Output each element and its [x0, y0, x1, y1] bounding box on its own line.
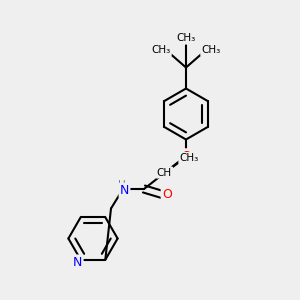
Text: H: H	[118, 179, 125, 190]
Text: O: O	[162, 188, 172, 201]
Text: CH₃: CH₃	[179, 153, 199, 163]
Text: CH₃: CH₃	[176, 33, 196, 43]
Text: N: N	[120, 184, 129, 197]
Text: CH: CH	[157, 167, 172, 178]
Text: N: N	[73, 256, 82, 269]
Text: CH₃: CH₃	[201, 45, 220, 55]
Text: O: O	[181, 149, 191, 163]
Text: CH₃: CH₃	[152, 45, 171, 55]
